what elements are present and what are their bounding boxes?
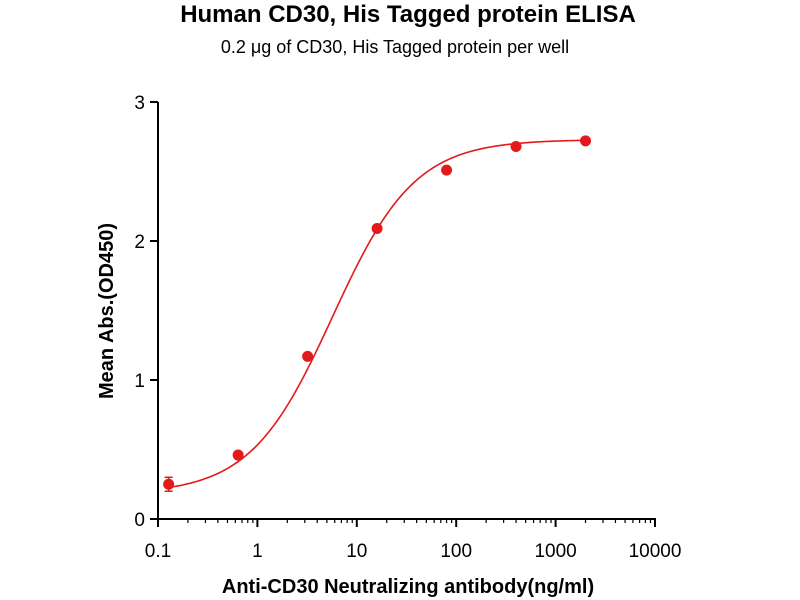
points-layer (163, 135, 592, 492)
x-ticks: 0.1 1 10 100 1000 10000 (145, 519, 682, 562)
chart-subtitle: 0.2 μg of CD30, His Tagged protein per w… (221, 37, 569, 57)
y-tick-label-3: 3 (134, 93, 145, 114)
y-tick-label-1: 1 (134, 371, 145, 392)
x-tick-label-5: 10000 (629, 541, 682, 562)
data-point-1 (232, 449, 244, 461)
fit-layer (168, 139, 586, 489)
x-tick-label-3: 100 (440, 541, 472, 562)
y-ticks: 0 1 2 3 (134, 93, 158, 531)
data-point-0 (163, 478, 175, 490)
x-tick-label-4: 1000 (534, 541, 576, 562)
y-axis-label: Mean Abs.(OD450) (96, 223, 118, 399)
data-point-2 (302, 350, 314, 362)
data-point-5 (510, 140, 522, 152)
y-tick-label-2: 2 (134, 232, 145, 253)
x-tick-label-1: 1 (252, 541, 263, 562)
fit-curve-0 (168, 139, 586, 489)
x-tick-label-0: 0.1 (145, 541, 171, 562)
data-point-3 (371, 222, 383, 234)
y-tick-label-0: 0 (134, 510, 145, 531)
axes (157, 102, 656, 520)
x-tick-label-2: 10 (346, 541, 367, 562)
x-axis-label: Anti-CD30 Neutralizing antibody(ng/ml) (222, 576, 594, 598)
data-point-4 (441, 164, 453, 176)
data-point-6 (580, 135, 592, 147)
chart-title: Human CD30, His Tagged protein ELISA (180, 1, 636, 28)
